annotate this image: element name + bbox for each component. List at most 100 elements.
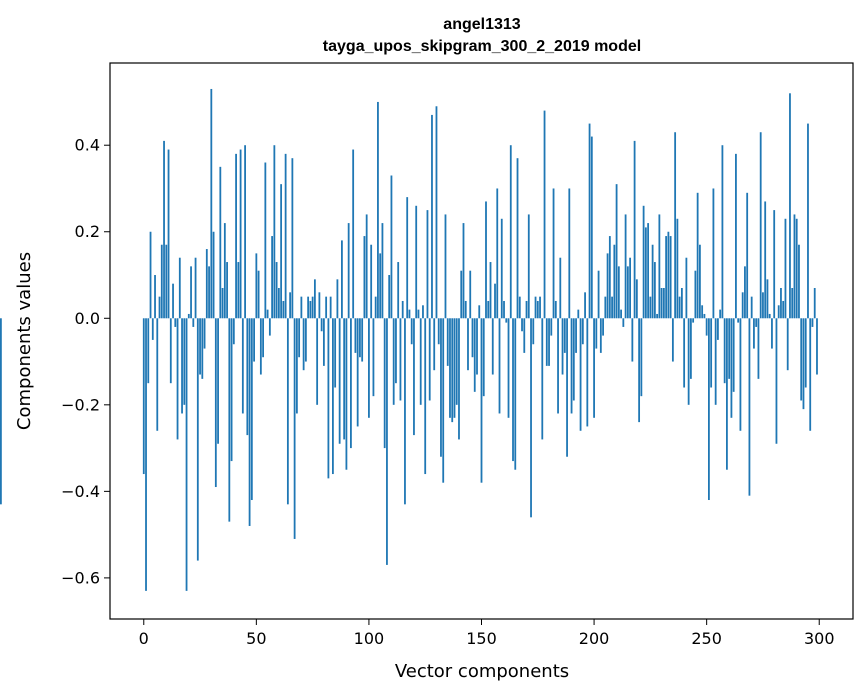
bar: [579, 318, 582, 431]
bar: [368, 318, 370, 418]
bar: [253, 318, 255, 362]
bar: [737, 318, 740, 323]
bar: [325, 296, 328, 319]
bar: [192, 318, 195, 327]
bar: [521, 318, 523, 332]
bar: [205, 249, 208, 319]
bar: [660, 288, 663, 319]
bar: [395, 318, 397, 384]
bar: [363, 236, 366, 319]
bar: [762, 292, 764, 319]
bar: [552, 188, 555, 319]
bar: [145, 318, 147, 591]
bar: [507, 318, 510, 418]
bar: [775, 318, 778, 444]
bar: [563, 318, 566, 353]
bar: [318, 292, 321, 319]
bar: [789, 93, 791, 319]
bar: [244, 145, 246, 319]
bar: [322, 318, 325, 366]
bar: [602, 318, 604, 336]
bar: [257, 270, 260, 319]
bar: [577, 309, 580, 319]
bar: [156, 318, 159, 431]
bar: [689, 318, 692, 379]
bar: [658, 214, 661, 319]
bar: [566, 318, 568, 457]
bar: [550, 318, 553, 336]
bar: [662, 288, 665, 319]
bar: [154, 275, 156, 319]
bar: [174, 318, 177, 327]
bar: [345, 318, 348, 470]
bar: [768, 313, 771, 319]
y-tick-label: 0.4: [75, 136, 100, 155]
bar: [196, 318, 199, 561]
bar: [694, 270, 697, 319]
x-tick-label: 0: [139, 629, 149, 648]
bar: [478, 305, 481, 319]
bar: [268, 318, 271, 336]
bar: [667, 231, 670, 319]
bar: [172, 283, 174, 319]
bar: [181, 318, 183, 414]
bar: [250, 318, 253, 501]
bar: [699, 244, 701, 319]
bar: [676, 218, 679, 319]
bar: [462, 223, 465, 319]
bar: [431, 114, 433, 319]
bar: [178, 257, 181, 319]
chart-title: angel1313: [443, 16, 520, 33]
bar: [467, 318, 469, 371]
bar: [320, 318, 323, 332]
bar: [588, 123, 591, 319]
bar: [678, 296, 681, 319]
bar: [766, 279, 769, 319]
bar: [617, 266, 620, 319]
bar: [449, 318, 451, 418]
bar: [422, 305, 424, 319]
bar: [615, 184, 618, 319]
bar: [791, 288, 794, 319]
bar: [665, 236, 668, 319]
bar: [532, 318, 535, 345]
bar: [458, 318, 460, 440]
bar: [559, 257, 562, 319]
bar: [338, 318, 341, 444]
bar: [354, 318, 357, 353]
bar: [523, 318, 526, 353]
bar: [692, 318, 695, 323]
bar: [379, 253, 382, 319]
bar: [635, 279, 638, 319]
bar: [496, 188, 499, 319]
bar: [541, 318, 544, 440]
bar: [649, 296, 652, 319]
y-axis-label: Components values: [14, 252, 35, 430]
bar: [629, 257, 631, 319]
bar: [372, 318, 375, 397]
bar: [759, 132, 762, 319]
bar: [777, 305, 780, 319]
bar: [151, 318, 154, 340]
bar: [455, 318, 458, 405]
bar: [712, 188, 715, 319]
bar: [741, 292, 744, 319]
bar: [219, 166, 222, 319]
bar: [644, 227, 647, 319]
bar: [469, 270, 472, 319]
bar: [613, 244, 616, 319]
bar: [491, 318, 494, 375]
bar: [370, 244, 373, 319]
bar: [235, 153, 237, 319]
bar: [365, 214, 368, 319]
bar: [304, 318, 307, 362]
bar: [217, 318, 219, 444]
bar: [336, 279, 339, 319]
bar-series: [0, 88, 818, 591]
bar: [543, 110, 546, 319]
bar: [514, 318, 517, 470]
bar: [784, 218, 787, 319]
bar: [786, 318, 789, 371]
bar: [482, 318, 485, 397]
bar: [424, 318, 427, 475]
